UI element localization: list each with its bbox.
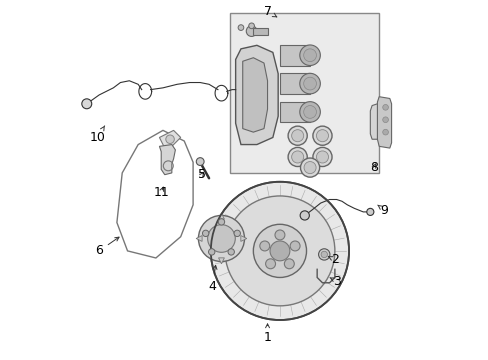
Circle shape — [287, 126, 306, 145]
Circle shape — [300, 211, 309, 220]
Circle shape — [265, 259, 275, 269]
Bar — [230, 13, 378, 173]
Polygon shape — [159, 145, 175, 175]
Circle shape — [196, 158, 203, 166]
Circle shape — [259, 241, 269, 251]
Circle shape — [382, 104, 387, 110]
Text: 2: 2 — [327, 253, 338, 266]
Text: 4: 4 — [208, 265, 217, 293]
Polygon shape — [377, 97, 391, 148]
Circle shape — [289, 241, 300, 251]
Polygon shape — [218, 258, 224, 264]
Circle shape — [253, 224, 306, 278]
Polygon shape — [242, 58, 267, 132]
Text: 8: 8 — [369, 161, 377, 174]
Circle shape — [312, 147, 331, 167]
Text: 11: 11 — [153, 186, 169, 199]
Circle shape — [227, 249, 234, 255]
Circle shape — [274, 230, 285, 240]
Circle shape — [303, 49, 316, 62]
Bar — [279, 73, 309, 94]
Polygon shape — [218, 213, 224, 219]
Circle shape — [218, 219, 224, 225]
Circle shape — [316, 151, 328, 163]
Circle shape — [303, 77, 316, 90]
Polygon shape — [235, 45, 278, 145]
Circle shape — [321, 251, 327, 258]
Circle shape — [246, 26, 256, 36]
Circle shape — [284, 259, 294, 269]
Circle shape — [291, 151, 303, 163]
Circle shape — [299, 45, 320, 66]
Polygon shape — [369, 104, 378, 139]
Text: 6: 6 — [95, 237, 119, 257]
Text: 7: 7 — [263, 5, 276, 18]
Circle shape — [224, 196, 334, 306]
Circle shape — [165, 135, 174, 144]
Bar — [279, 45, 309, 66]
Circle shape — [318, 249, 329, 260]
Circle shape — [312, 126, 331, 145]
Bar — [279, 102, 309, 122]
Circle shape — [207, 225, 235, 252]
Circle shape — [299, 102, 320, 122]
Circle shape — [208, 249, 214, 255]
Polygon shape — [196, 235, 202, 242]
Circle shape — [304, 162, 315, 174]
Circle shape — [291, 130, 303, 142]
Circle shape — [300, 158, 319, 177]
Text: 1: 1 — [263, 324, 271, 344]
Circle shape — [234, 230, 240, 237]
Polygon shape — [159, 130, 181, 152]
Text: 5: 5 — [198, 168, 205, 181]
Circle shape — [248, 23, 254, 29]
Circle shape — [299, 73, 320, 94]
Circle shape — [303, 105, 316, 118]
Circle shape — [366, 208, 373, 215]
Circle shape — [81, 99, 92, 109]
Polygon shape — [240, 235, 246, 242]
Circle shape — [198, 215, 244, 261]
Text: 9: 9 — [377, 204, 387, 217]
Bar — [253, 28, 267, 35]
Circle shape — [202, 230, 208, 237]
Circle shape — [238, 25, 244, 31]
Circle shape — [269, 241, 289, 261]
Circle shape — [287, 147, 306, 167]
Text: 10: 10 — [89, 126, 105, 144]
Circle shape — [210, 182, 348, 320]
Text: 3: 3 — [329, 275, 340, 288]
Circle shape — [382, 129, 387, 135]
Circle shape — [382, 117, 387, 123]
Circle shape — [316, 130, 328, 142]
